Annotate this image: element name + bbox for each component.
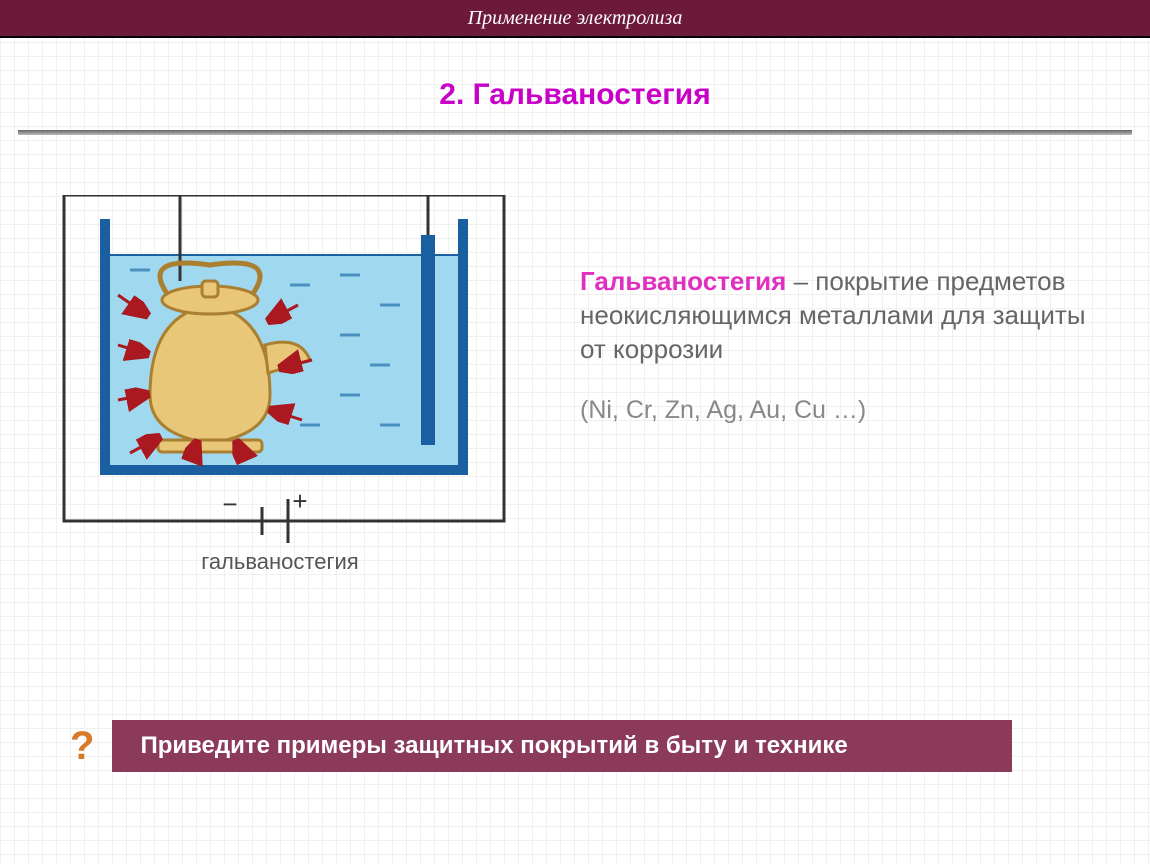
diagram-caption: гальваностегия — [40, 549, 520, 575]
question-mark-icon: ? — [70, 724, 94, 769]
section-heading: 2. Гальваностегия — [0, 78, 1150, 112]
svg-text:+: + — [292, 486, 307, 516]
diagram-svg: − + — [40, 195, 520, 545]
definition-block: Гальваностегия – покрытие предметов неок… — [580, 265, 1100, 427]
content-row: − + гальваностегия Гальваностегия – покр… — [0, 195, 1150, 575]
header-bar: Применение электролиза — [0, 0, 1150, 38]
electrolysis-diagram: − + гальваностегия — [40, 195, 520, 575]
question-row: ? Приведите примеры защитных покрытий в … — [70, 720, 1012, 772]
metals-list: (Ni, Cr, Zn, Ag, Au, Cu …) — [580, 394, 1100, 427]
section-title: Гальваностегия — [473, 78, 711, 111]
question-bar: Приведите примеры защитных покрытий в бы… — [112, 720, 1012, 772]
definition-dash: – — [786, 266, 815, 296]
svg-text:−: − — [222, 489, 237, 519]
section-number: 2. — [439, 78, 464, 111]
divider — [18, 130, 1132, 135]
definition-term: Гальваностегия — [580, 266, 786, 296]
header-title: Применение электролиза — [468, 7, 683, 30]
